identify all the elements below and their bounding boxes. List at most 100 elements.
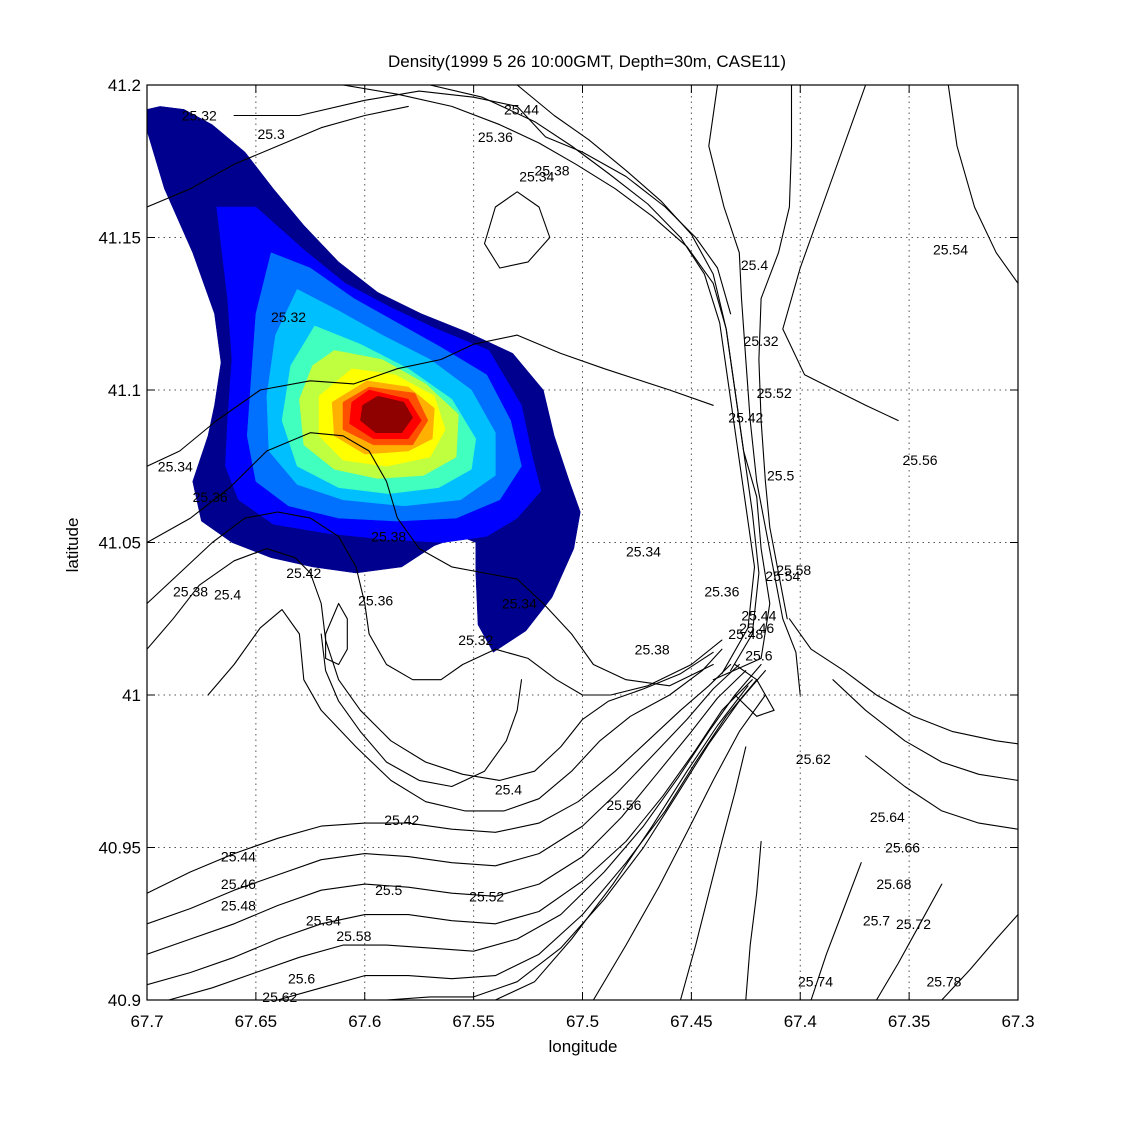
contour-label: 25.58 xyxy=(776,562,811,578)
x-tick-label: 67.5 xyxy=(566,1012,599,1031)
contour-line xyxy=(516,85,771,681)
contour-lines xyxy=(147,85,1018,1000)
contour-line xyxy=(429,85,756,675)
contour-label: 25.56 xyxy=(606,797,641,813)
contour-label: 25.62 xyxy=(262,989,297,1005)
contour-label: 25.74 xyxy=(798,974,833,990)
contour-line xyxy=(207,609,723,812)
contour-label: 25.58 xyxy=(336,928,371,944)
contour-line xyxy=(865,755,1018,830)
contour-line xyxy=(147,105,409,208)
contour-line xyxy=(147,670,747,955)
contour-label: 25.46 xyxy=(221,876,256,892)
x-tick-label: 67.65 xyxy=(235,1012,278,1031)
contour-line xyxy=(147,432,714,687)
contour-label: 25.72 xyxy=(896,916,931,932)
contour-label: 25.56 xyxy=(902,452,937,468)
contour-line xyxy=(810,862,862,1000)
x-axis-ticks: 67.7 67.65 67.6 67.55 67.5 67.45 67.4 67.35 67.3 xyxy=(130,85,1035,1031)
contour-labels: 25.3225.325.4425.3625.3825.3425.425.5425… xyxy=(158,101,968,1005)
contour-label: 25.54 xyxy=(933,242,968,258)
contour-label: 25.4 xyxy=(495,782,522,798)
contour-label: 25.46 xyxy=(739,620,774,636)
contour-label: 25.32 xyxy=(458,632,493,648)
x-tick-label: 67.7 xyxy=(130,1012,163,1031)
x-tick-label: 67.55 xyxy=(452,1012,495,1031)
contour-line xyxy=(788,618,1018,745)
contour-label: 25.48 xyxy=(221,897,256,913)
contour-label: 25.36 xyxy=(478,129,513,145)
x-tick-label: 67.3 xyxy=(1001,1012,1034,1031)
y-tick-label: 41.05 xyxy=(98,534,141,553)
contour-line xyxy=(494,685,749,1000)
contour-line xyxy=(233,90,732,315)
contour-line xyxy=(325,602,348,666)
contour-line xyxy=(941,914,1018,1000)
contour-label: 25.36 xyxy=(704,583,739,599)
contour-label: 25.5 xyxy=(767,467,794,483)
contour-line xyxy=(679,746,747,1000)
contour-label: 25.44 xyxy=(741,608,776,624)
contour-line xyxy=(947,85,1018,284)
contour-label: 25.48 xyxy=(728,626,763,642)
contour-line xyxy=(277,679,758,1000)
y-tick-label: 41 xyxy=(122,686,141,705)
contour-line xyxy=(483,191,551,269)
contour-label: 25.44 xyxy=(221,849,256,865)
contour-label: 25.52 xyxy=(469,888,504,904)
x-tick-label: 67.6 xyxy=(348,1012,381,1031)
contour-label: 25.32 xyxy=(182,108,217,124)
contour-label: 25.34 xyxy=(158,458,193,474)
contour-line xyxy=(745,840,762,1000)
contour-label: 25.34 xyxy=(502,596,537,612)
contour-label: 25.6 xyxy=(745,647,772,663)
contour-label: 25.4 xyxy=(214,586,241,602)
contour-label: 25.5 xyxy=(375,882,402,898)
contour-line xyxy=(168,663,762,1000)
contour-label: 25.68 xyxy=(876,876,911,892)
contour-line xyxy=(758,85,793,620)
filled-contour-level xyxy=(360,395,413,433)
contour-line xyxy=(875,883,943,1000)
contour-label: 25.42 xyxy=(384,812,419,828)
contour-label: 25.34 xyxy=(626,544,661,560)
contour-label: 25.52 xyxy=(757,385,792,401)
contour-line xyxy=(147,679,753,986)
contour-label: 25.32 xyxy=(744,333,779,349)
contour-label: 25.42 xyxy=(728,409,763,425)
contour-label: 25.4 xyxy=(741,257,768,273)
contour-label: 25.6 xyxy=(288,971,315,987)
x-tick-label: 67.35 xyxy=(888,1012,931,1031)
contour-label: 25.38 xyxy=(371,528,406,544)
contour-label: 25.66 xyxy=(885,840,920,856)
y-tick-label: 41.1 xyxy=(108,381,141,400)
contour-label: 25.34 xyxy=(519,169,554,185)
y-tick-label: 41.15 xyxy=(98,229,141,248)
contour-line xyxy=(147,663,740,925)
contour-line xyxy=(320,633,523,788)
contour-line xyxy=(734,663,775,717)
contour-label: 25.42 xyxy=(286,565,321,581)
contour-line xyxy=(782,85,899,422)
y-axis-title: latitude xyxy=(63,518,82,573)
contour-line xyxy=(592,694,766,1000)
y-tick-label: 41.2 xyxy=(108,76,141,95)
y-tick-label: 40.95 xyxy=(98,839,141,858)
y-axis-ticks: 40.9 40.95 41 41.05 41.1 41.15 41.2 xyxy=(98,76,1018,1010)
contour-line xyxy=(832,679,1018,781)
contour-line xyxy=(385,670,766,1000)
contour-label: 25.64 xyxy=(870,809,905,825)
contour-line xyxy=(147,663,732,894)
contour-label: 25.78 xyxy=(926,974,961,990)
contour-label: 25.38 xyxy=(635,641,670,657)
y-tick-label: 40.9 xyxy=(108,991,141,1010)
x-tick-label: 67.4 xyxy=(784,1012,817,1031)
contour-label: 25.38 xyxy=(534,162,569,178)
contour-label: 25.32 xyxy=(271,309,306,325)
contour-line xyxy=(708,85,801,696)
contour-label: 25.54 xyxy=(765,568,800,584)
contour-label: 25.44 xyxy=(504,101,539,117)
contour-line xyxy=(147,548,714,781)
x-axis-title: longitude xyxy=(548,1037,617,1056)
